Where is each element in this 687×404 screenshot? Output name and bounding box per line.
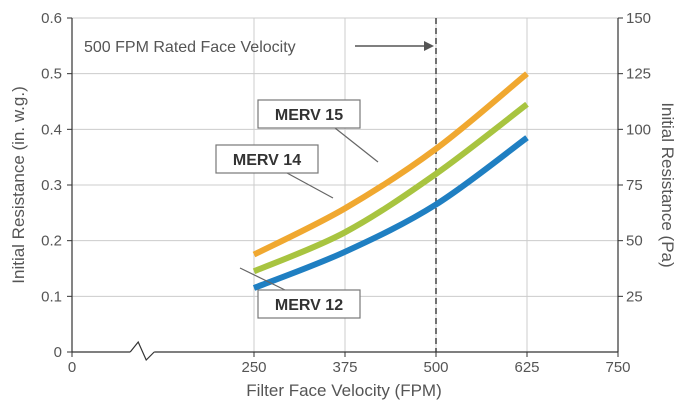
y2-axis-title: Initial Resistance (Pa) <box>658 102 677 267</box>
y-tick-label: 0.3 <box>41 177 62 194</box>
series-label-merv-15: MERV 15 <box>275 107 343 124</box>
x-tick-label: 625 <box>514 359 539 376</box>
reference-arrow-head <box>424 41 434 51</box>
callout-box-merv-12 <box>257 289 361 319</box>
y2-tick-label: 100 <box>626 121 651 138</box>
callout-leader-merv-12 <box>239 267 286 291</box>
series-line-merv-14 <box>252 101 529 275</box>
y-tick-label: 0.5 <box>41 66 62 83</box>
x-axis-title: Filter Face Velocity (FPM) <box>246 381 442 400</box>
callout-box-merv-15 <box>257 99 361 129</box>
x-tick-label: 0 <box>68 359 76 376</box>
y2-tick-label: 25 <box>626 288 643 305</box>
series-line-merv-15 <box>252 71 529 258</box>
series-label-merv-12: MERV 12 <box>275 297 343 314</box>
x-tick-label: 375 <box>332 359 357 376</box>
series-group <box>252 71 529 291</box>
x-tick-label: 500 <box>423 359 448 376</box>
y-tick-label: 0.2 <box>41 233 62 250</box>
series-label-merv-14: MERV 14 <box>233 152 301 169</box>
reference-line-label: 500 FPM Rated Face Velocity <box>84 39 296 56</box>
x-axis-break <box>129 340 155 362</box>
y-tick-label: 0.4 <box>41 121 62 138</box>
series-labels: MERV 15 MERV 14 MERV 12 <box>215 99 379 319</box>
reference-line-group <box>355 18 437 352</box>
y-tick-label: 0.6 <box>41 10 62 27</box>
axes: 0 250 375 500 625 750 0 0.1 0.2 0.3 0.4 0.5 0.6 25 50 7… <box>41 10 651 376</box>
callout-leader-merv-14 <box>286 172 334 199</box>
y-axis-title: Initial Resistance (in. w.g.) <box>9 86 28 283</box>
y2-tick-label: 125 <box>626 66 651 83</box>
y-tick-label: 0 <box>54 344 62 361</box>
y2-tick-label: 50 <box>626 233 643 250</box>
x-tick-label: 750 <box>605 359 630 376</box>
y2-tick-label: 75 <box>626 177 643 194</box>
callout-leader-merv-15 <box>334 127 379 163</box>
y-tick-label: 0.1 <box>41 288 62 305</box>
y2-tick-label: 150 <box>626 10 651 27</box>
x-tick-label: 250 <box>241 359 266 376</box>
callout-box-merv-14 <box>215 144 319 174</box>
series-line-merv-12 <box>252 135 529 291</box>
